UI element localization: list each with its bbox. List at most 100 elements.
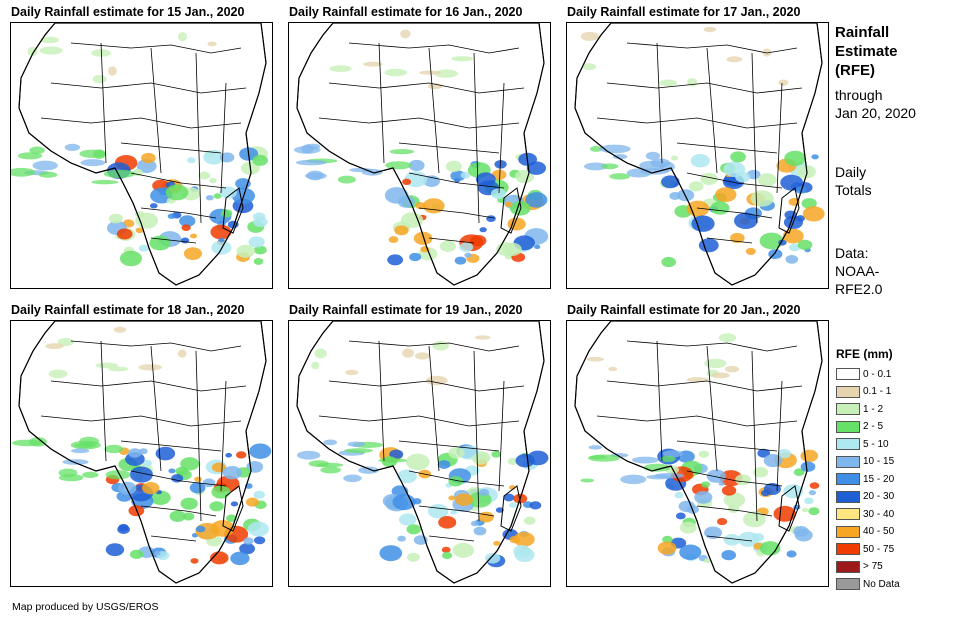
rainfall-area bbox=[58, 468, 78, 478]
country-border bbox=[473, 52, 480, 224]
rainfall-area bbox=[169, 510, 186, 522]
country-border bbox=[776, 82, 783, 194]
rainfall-area bbox=[108, 213, 123, 224]
rainfall-area bbox=[400, 29, 411, 39]
side-title-2: Estimate bbox=[835, 43, 898, 60]
rainfall-area bbox=[723, 492, 746, 508]
rainfall-area bbox=[608, 366, 618, 372]
rainfall-area bbox=[704, 358, 727, 369]
rainfall-area bbox=[795, 215, 806, 222]
rainfall-area bbox=[475, 172, 496, 187]
rainfall-area bbox=[295, 159, 327, 166]
rainfall-area bbox=[62, 459, 89, 465]
rainfall-area bbox=[189, 482, 206, 494]
legend-swatch bbox=[836, 385, 860, 398]
rainfall-area bbox=[219, 186, 237, 199]
country-border bbox=[418, 207, 495, 219]
country-border bbox=[408, 470, 505, 487]
country-border bbox=[140, 505, 217, 517]
rainfall-area bbox=[165, 184, 189, 201]
panel-title-20: Daily Rainfall estimate for 20 Jan., 202… bbox=[567, 303, 801, 317]
rainfall-area bbox=[445, 160, 462, 173]
rainfall-area bbox=[11, 167, 36, 177]
rainfall-area bbox=[153, 550, 161, 556]
rainfall-area bbox=[108, 366, 129, 372]
country-border bbox=[195, 350, 202, 522]
rainfall-area bbox=[800, 449, 819, 462]
panel-title-17: Daily Rainfall estimate for 17 Jan., 202… bbox=[567, 5, 801, 19]
rainfall-area bbox=[118, 523, 129, 532]
rainfall-area bbox=[437, 460, 451, 469]
panel-title-16: Daily Rainfall estimate for 16 Jan., 202… bbox=[289, 5, 523, 19]
rainfall-area bbox=[32, 160, 58, 171]
rainfall-area bbox=[408, 159, 425, 172]
rainfall-area bbox=[588, 445, 603, 450]
rainfall-area bbox=[187, 157, 196, 164]
rainfall-area bbox=[724, 365, 740, 373]
rainfall-area bbox=[750, 190, 774, 207]
rainfall-area bbox=[194, 476, 202, 482]
country-border bbox=[150, 345, 162, 472]
rainfall-area bbox=[304, 172, 327, 180]
rainfall-area bbox=[432, 341, 449, 351]
legend-swatch bbox=[836, 368, 860, 380]
rainfall-area bbox=[514, 547, 535, 563]
country-border bbox=[428, 47, 440, 174]
legend-label: 40 - 50 bbox=[863, 526, 895, 537]
country-border bbox=[130, 172, 227, 189]
country-border bbox=[328, 82, 525, 94]
country-border bbox=[70, 42, 242, 54]
rainfall-area bbox=[253, 490, 266, 499]
rainfall-area bbox=[180, 457, 200, 471]
rainfall-area bbox=[243, 537, 254, 545]
rainfall-area bbox=[718, 481, 725, 486]
country-border bbox=[606, 380, 803, 392]
rainfall-area bbox=[236, 244, 255, 258]
rainfall-area bbox=[438, 515, 457, 529]
rainfall-area bbox=[64, 143, 81, 152]
country-border bbox=[150, 535, 197, 542]
side-title-3: (RFE) bbox=[835, 62, 875, 79]
rainfall-area bbox=[253, 245, 267, 255]
rainfall-area bbox=[661, 175, 680, 189]
rainfall-area bbox=[808, 507, 820, 516]
rainfall-area bbox=[149, 203, 158, 209]
rainfall-area bbox=[70, 440, 101, 450]
rainfall-area bbox=[711, 372, 730, 379]
rainfall-area bbox=[92, 74, 107, 84]
rainfall-area bbox=[675, 512, 686, 520]
rainfall-area bbox=[706, 469, 726, 483]
africa-map bbox=[293, 23, 549, 286]
rainfall-area bbox=[784, 150, 807, 166]
madagascar-outline bbox=[500, 485, 522, 532]
rainfall-area bbox=[657, 541, 677, 555]
rainfall-area bbox=[414, 352, 430, 360]
legend-item: 0 - 0.1 bbox=[836, 367, 891, 381]
country-border bbox=[696, 207, 773, 219]
rainfall-area bbox=[218, 237, 225, 243]
rainfall-area bbox=[718, 333, 737, 343]
country-border bbox=[318, 415, 520, 427]
legend-item: 10 - 15 bbox=[836, 455, 894, 469]
rainfall-area bbox=[203, 149, 225, 165]
rainfall-area bbox=[378, 458, 408, 463]
rainfall-area bbox=[135, 227, 144, 234]
rainfall-area bbox=[40, 36, 59, 44]
country-border bbox=[596, 117, 798, 129]
side-data-3: RFE2.0 bbox=[835, 281, 883, 297]
rainfall-area bbox=[486, 215, 496, 222]
rainfall-area bbox=[337, 175, 356, 184]
rainfall-area bbox=[679, 544, 702, 560]
rainfall-area bbox=[209, 501, 224, 512]
rainfall-area bbox=[389, 149, 415, 155]
country-border bbox=[706, 47, 718, 174]
rainfall-area bbox=[119, 250, 142, 267]
rainfall-area bbox=[57, 337, 74, 347]
country-border bbox=[348, 340, 520, 352]
rainfall-area bbox=[138, 244, 150, 252]
rainfall-area bbox=[495, 507, 504, 513]
legend-label: 30 - 40 bbox=[863, 508, 895, 520]
rainfall-area bbox=[38, 171, 58, 178]
legend-item: 1 - 2 bbox=[836, 402, 883, 416]
rainfall-area bbox=[180, 237, 190, 244]
